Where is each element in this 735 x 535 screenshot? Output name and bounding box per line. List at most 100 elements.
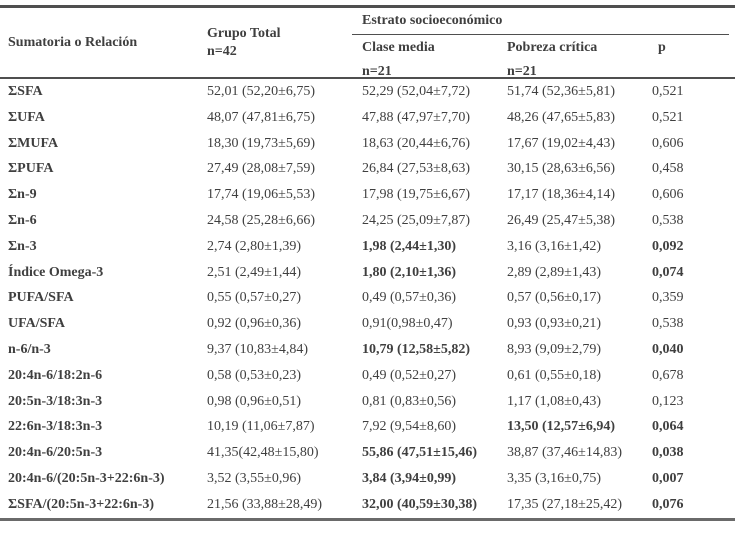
row-label: UFA/SFA <box>8 316 66 332</box>
header-pobreza-critica-n: n=21 <box>507 64 537 79</box>
grupo-total-cell: 52,01 (52,20±6,75) <box>207 83 316 99</box>
grupo-total-cell: 0,58 (0,53±0,23) <box>207 367 302 383</box>
table-row: Σn-6 24,58 (25,28±6,66) 24,25 (25,09±7,8… <box>0 208 735 234</box>
row-label: 20:4n-6/(20:5n-3+22:6n-3) <box>8 471 165 487</box>
header-pobreza-critica-title: Pobreza crítica <box>507 40 598 55</box>
fatty-acid-stats-table: Sumatoria o Relación Grupo Total n=42 Es… <box>0 5 735 521</box>
pobreza-critica-cell: 3,16 (3,16±1,42) <box>507 238 602 254</box>
p-value-cell: 0,678 <box>652 367 684 383</box>
pobreza-critica-cell: 0,57 (0,56±0,17) <box>507 290 602 306</box>
clase-media-cell: 47,88 (47,97±7,70) <box>362 109 471 125</box>
p-value-cell: 0,359 <box>652 290 684 306</box>
pobreza-critica-cell: 2,89 (2,89±1,43) <box>507 264 602 280</box>
row-label: 20:5n-3/18:3n-3 <box>8 393 103 409</box>
p-value-cell: 0,092 <box>652 238 684 254</box>
p-value-cell: 0,521 <box>652 109 684 125</box>
pobreza-critica-cell: 17,35 (27,18±25,42) <box>507 496 623 512</box>
row-label: 20:4n-6/20:5n-3 <box>8 445 103 461</box>
clase-media-cell: 17,98 (19,75±6,67) <box>362 187 471 203</box>
pobreza-critica-cell: 26,49 (25,47±5,38) <box>507 212 616 228</box>
header-clase-media-n: n=21 <box>362 64 392 79</box>
table-row: ΣUFA 48,07 (47,81±6,75) 47,88 (47,97±7,7… <box>0 105 735 131</box>
pobreza-critica-cell: 0,93 (0,93±0,21) <box>507 316 602 332</box>
clase-media-cell: 55,86 (47,51±15,46) <box>362 445 478 461</box>
table-row: ΣMUFA 18,30 (19,73±5,69) 18,63 (20,44±6,… <box>0 131 735 157</box>
grupo-total-cell: 41,35(42,48±15,80) <box>207 445 319 461</box>
table-row: ΣSFA/(20:5n-3+22:6n-3) 21,56 (33,88±28,4… <box>0 492 735 518</box>
row-label: n-6/n-3 <box>8 342 51 358</box>
grupo-total-cell: 17,74 (19,06±5,53) <box>207 187 316 203</box>
row-label: ΣPUFA <box>8 161 54 177</box>
table-header: Sumatoria o Relación Grupo Total n=42 Es… <box>0 5 735 79</box>
row-label: ΣSFA <box>8 83 43 99</box>
row-label: Σn-3 <box>8 238 37 254</box>
pobreza-critica-cell: 0,61 (0,55±0,18) <box>507 367 602 383</box>
table-row: n-6/n-3 9,37 (10,83±4,84) 10,79 (12,58±5… <box>0 337 735 363</box>
grupo-total-cell: 10,19 (11,06±7,87) <box>207 419 315 435</box>
grupo-total-cell: 9,37 (10,83±4,84) <box>207 342 309 358</box>
pobreza-critica-cell: 13,50 (12,57±6,94) <box>507 419 616 435</box>
p-value-cell: 0,076 <box>652 496 684 512</box>
table-body: ΣSFA 52,01 (52,20±6,75) 52,29 (52,04±7,7… <box>0 79 735 521</box>
grupo-total-cell: 18,30 (19,73±5,69) <box>207 135 316 151</box>
grupo-total-cell: 0,92 (0,96±0,36) <box>207 316 302 332</box>
p-value-cell: 0,606 <box>652 135 684 151</box>
pobreza-critica-cell: 17,67 (19,02±4,43) <box>507 135 616 151</box>
p-value-cell: 0,458 <box>652 161 684 177</box>
clase-media-cell: 1,80 (2,10±1,36) <box>362 264 457 280</box>
p-value-cell: 0,038 <box>652 445 684 461</box>
clase-media-cell: 18,63 (20,44±6,76) <box>362 135 471 151</box>
row-label: Σn-9 <box>8 187 37 203</box>
row-label: ΣUFA <box>8 109 45 125</box>
grupo-total-cell: 2,51 (2,49±1,44) <box>207 264 302 280</box>
grupo-total-cell: 27,49 (28,08±7,59) <box>207 161 316 177</box>
clase-media-cell: 26,84 (27,53±8,63) <box>362 161 471 177</box>
pobreza-critica-cell: 1,17 (1,08±0,43) <box>507 393 602 409</box>
p-value-cell: 0,123 <box>652 393 684 409</box>
header-grupo-total-n: n=42 <box>207 43 237 59</box>
row-label: ΣSFA/(20:5n-3+22:6n-3) <box>8 496 154 512</box>
grupo-total-cell: 3,52 (3,55±0,96) <box>207 471 302 487</box>
p-value-cell: 0,538 <box>652 316 684 332</box>
table-row: 20:4n-6/20:5n-3 41,35(42,48±15,80) 55,86… <box>0 440 735 466</box>
clase-media-cell: 32,00 (40,59±30,38) <box>362 496 478 512</box>
p-value-cell: 0,074 <box>652 264 684 280</box>
grupo-total-cell: 2,74 (2,80±1,39) <box>207 238 302 254</box>
pobreza-critica-cell: 38,87 (37,46±14,83) <box>507 445 623 461</box>
grupo-total-cell: 0,98 (0,96±0,51) <box>207 393 302 409</box>
table-row: 22:6n-3/18:3n-3 10,19 (11,06±7,87) 7,92 … <box>0 415 735 441</box>
row-label: ΣMUFA <box>8 135 59 151</box>
clase-media-cell: 0,81 (0,83±0,56) <box>362 393 457 409</box>
p-value-cell: 0,007 <box>652 471 684 487</box>
clase-media-cell: 0,91(0,98±0,47) <box>362 316 453 332</box>
table-row: 20:4n-6/18:2n-6 0,58 (0,53±0,23) 0,49 (0… <box>0 363 735 389</box>
row-label: Σn-6 <box>8 212 37 228</box>
grupo-total-cell: 24,58 (25,28±6,66) <box>207 212 316 228</box>
p-value-cell: 0,538 <box>652 212 684 228</box>
pobreza-critica-cell: 30,15 (28,63±6,56) <box>507 161 616 177</box>
table-row: ΣPUFA 27,49 (28,08±7,59) 26,84 (27,53±8,… <box>0 156 735 182</box>
row-label: PUFA/SFA <box>8 290 74 306</box>
grupo-total-cell: 21,56 (33,88±28,49) <box>207 496 323 512</box>
p-value-cell: 0,064 <box>652 419 684 435</box>
p-value-cell: 0,606 <box>652 187 684 203</box>
clase-media-cell: 24,25 (25,09±7,87) <box>362 212 471 228</box>
grupo-total-cell: 0,55 (0,57±0,27) <box>207 290 302 306</box>
pobreza-critica-cell: 48,26 (47,65±5,83) <box>507 109 616 125</box>
pobreza-critica-cell: 51,74 (52,36±5,81) <box>507 83 616 99</box>
grupo-total-cell: 48,07 (47,81±6,75) <box>207 109 316 125</box>
row-label: Índice Omega-3 <box>8 264 104 280</box>
header-pobreza-critica: Pobreza crítica n=21 <box>507 40 597 80</box>
clase-media-cell: 52,29 (52,04±7,72) <box>362 83 471 99</box>
table-row: UFA/SFA 0,92 (0,96±0,36) 0,91(0,98±0,47)… <box>0 311 735 337</box>
row-label: 20:4n-6/18:2n-6 <box>8 367 103 383</box>
pobreza-critica-cell: 8,93 (9,09±2,79) <box>507 342 602 358</box>
pobreza-critica-cell: 3,35 (3,16±0,75) <box>507 471 602 487</box>
clase-media-cell: 7,92 (9,54±8,60) <box>362 419 457 435</box>
table-row: 20:5n-3/18:3n-3 0,98 (0,96±0,51) 0,81 (0… <box>0 389 735 415</box>
table-row: ΣSFA 52,01 (52,20±6,75) 52,29 (52,04±7,7… <box>0 79 735 105</box>
clase-media-cell: 10,79 (12,58±5,82) <box>362 342 471 358</box>
header-sumatoria-o-relacion: Sumatoria o Relación <box>8 34 138 50</box>
clase-media-cell: 1,98 (2,44±1,30) <box>362 238 457 254</box>
header-grupo-total: Grupo Total n=42 <box>207 8 281 77</box>
